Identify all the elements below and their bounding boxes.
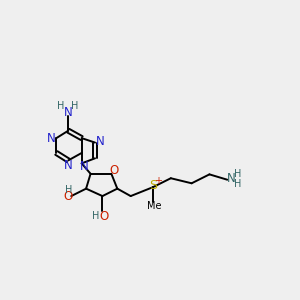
Text: N: N [227,172,236,185]
Text: N: N [64,106,73,119]
Text: H: H [234,179,242,189]
Text: H: H [92,211,100,221]
Text: N: N [80,160,89,173]
Text: N: N [96,135,105,148]
Text: Me: Me [147,202,161,212]
Text: O: O [99,210,109,223]
Text: H: H [64,184,72,194]
Text: O: O [110,164,119,177]
Text: S: S [149,179,157,192]
Text: +: + [154,176,162,186]
Text: N: N [46,132,56,145]
Text: H: H [57,101,64,111]
Text: H: H [234,169,242,179]
Text: O: O [64,190,73,202]
Text: H: H [70,101,78,111]
Text: N: N [64,159,73,172]
